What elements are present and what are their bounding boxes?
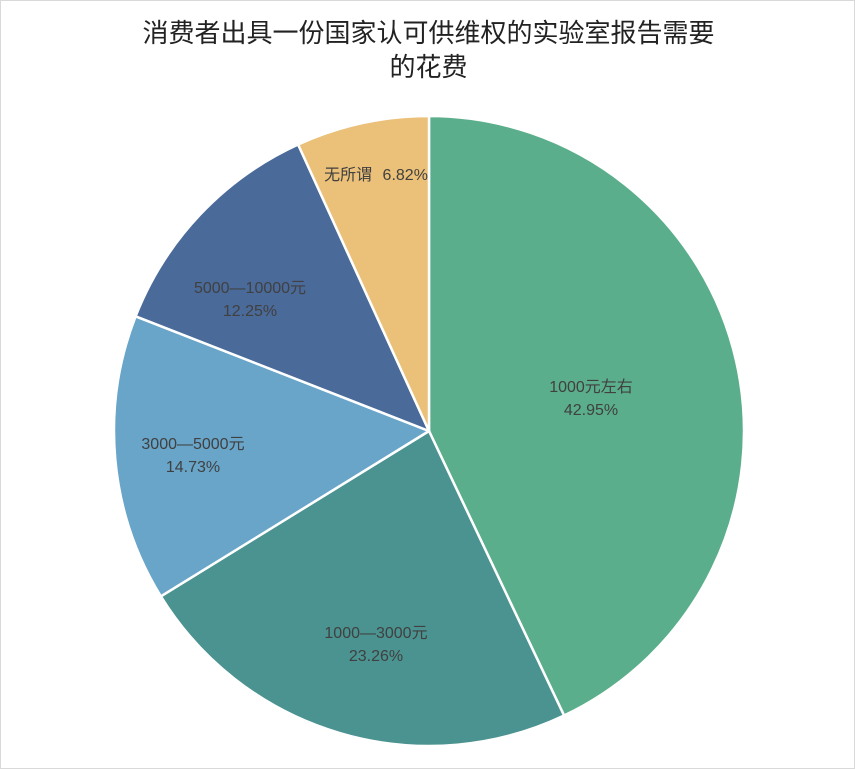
slice-label-5000-10000: 5000—10000元 [194, 280, 306, 297]
chart-title-line1: 消费者出具一份国家认可供维权的实验室报告需要 [142, 19, 715, 49]
slice-value-1000: 42.95% [564, 402, 618, 419]
chart-title-line2: 的花费 [389, 53, 468, 83]
chart-title: 消费者出具一份国家认可供维权的实验室报告需要 的花费 [61, 17, 796, 85]
slice-label-3000-5000: 3000—5000元 [141, 436, 244, 453]
slice-label-1000-3000: 1000—3000元 [324, 625, 427, 642]
slice-value-1000-3000: 23.26% [349, 648, 403, 665]
slice-3000-5000 [112, 315, 431, 598]
slice-value-whatever: 6.82% [383, 167, 428, 184]
slice-label-1000: 1000元左右 [549, 378, 633, 396]
slice-value-5000-10000: 12.25% [223, 303, 277, 320]
slice-label-whatever: 无所谓 6.82% [324, 166, 428, 184]
slice-whatever [296, 114, 431, 433]
slice-label-whatever-name: 无所谓 [324, 166, 372, 184]
slice-value-3000-5000: 14.73% [166, 459, 220, 476]
slice-1000-3000 [159, 429, 566, 748]
slice-1000 [427, 114, 746, 717]
slice-5000-10000 [134, 143, 431, 433]
